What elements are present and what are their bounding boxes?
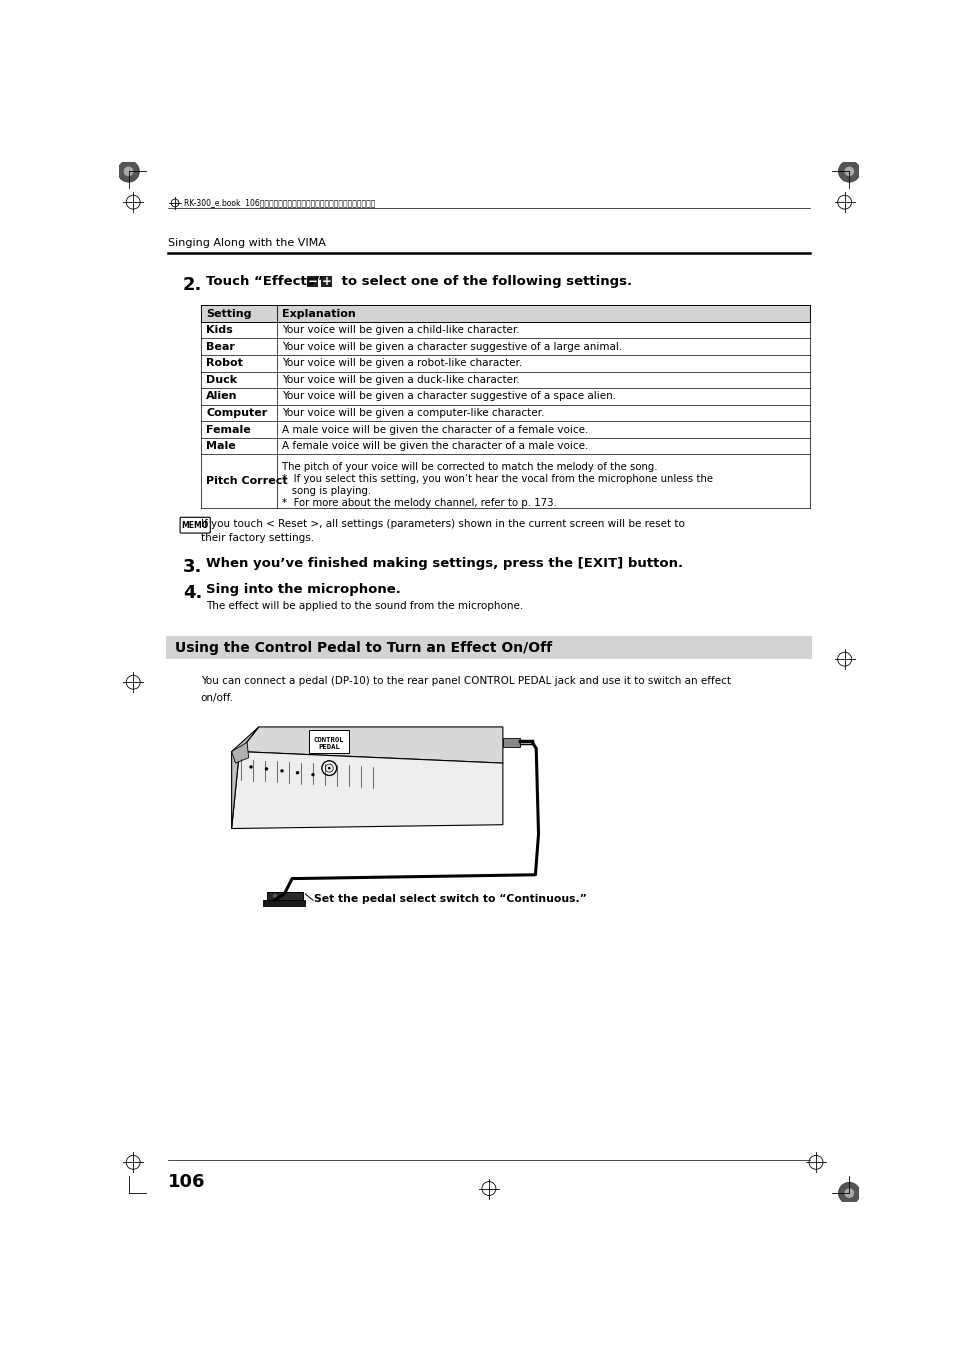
Circle shape <box>321 761 336 775</box>
Circle shape <box>265 767 268 770</box>
Polygon shape <box>266 892 303 900</box>
Text: −: − <box>307 276 317 288</box>
Circle shape <box>272 893 278 898</box>
Polygon shape <box>232 727 258 828</box>
Text: Duck: Duck <box>206 374 237 385</box>
FancyBboxPatch shape <box>200 305 809 322</box>
Text: Singing Along with the VIMA: Singing Along with the VIMA <box>168 238 326 247</box>
Text: Sing into the microphone.: Sing into the microphone. <box>206 582 400 596</box>
Text: 4.: 4. <box>183 584 202 601</box>
Circle shape <box>117 161 139 182</box>
Text: Your voice will be given a character suggestive of a space alien.: Your voice will be given a character sug… <box>282 392 616 401</box>
Circle shape <box>311 773 314 777</box>
Text: Male: Male <box>206 440 235 451</box>
Text: RK-300_e.book  106ページ　２００８年９月１０日　水曜日　午後４時６分: RK-300_e.book 106ページ ２００８年９月１０日 水曜日 午後４時… <box>183 199 375 208</box>
Text: 106: 106 <box>168 1173 205 1192</box>
Text: PEDAL: PEDAL <box>318 744 340 750</box>
Text: Your voice will be given a duck-like character.: Your voice will be given a duck-like cha… <box>282 374 519 385</box>
FancyBboxPatch shape <box>321 276 332 288</box>
Text: to select one of the following settings.: to select one of the following settings. <box>336 276 632 288</box>
Text: Robot: Robot <box>206 358 243 369</box>
Text: Female: Female <box>206 424 251 435</box>
Text: Your voice will be given a robot-like character.: Your voice will be given a robot-like ch… <box>282 358 521 369</box>
Text: *  For more about the melody channel, refer to p. 173.: * For more about the melody channel, ref… <box>282 497 557 508</box>
Circle shape <box>838 1182 860 1204</box>
Text: The pitch of your voice will be corrected to match the melody of the song.: The pitch of your voice will be correcte… <box>282 462 657 471</box>
Text: Touch “Effects”: Touch “Effects” <box>206 276 323 288</box>
Text: 3.: 3. <box>183 558 202 576</box>
FancyBboxPatch shape <box>309 730 349 753</box>
Text: 2.: 2. <box>183 276 202 295</box>
Text: When you’ve finished making settings, press the [EXIT] button.: When you’ve finished making settings, pr… <box>206 557 682 570</box>
Text: A female voice will be given the character of a male voice.: A female voice will be given the charact… <box>282 440 588 451</box>
Circle shape <box>843 166 853 176</box>
Circle shape <box>295 771 299 774</box>
Text: Alien: Alien <box>206 392 237 401</box>
Text: Pitch Correct: Pitch Correct <box>206 477 288 486</box>
Circle shape <box>325 765 333 773</box>
Text: Kids: Kids <box>206 326 233 335</box>
FancyBboxPatch shape <box>180 517 210 534</box>
FancyBboxPatch shape <box>307 276 317 288</box>
Text: You can connect a pedal (DP-10) to the rear panel CONTROL PEDAL jack and use it : You can connect a pedal (DP-10) to the r… <box>200 676 730 686</box>
FancyBboxPatch shape <box>502 738 519 747</box>
Circle shape <box>838 161 860 182</box>
Circle shape <box>843 1189 853 1198</box>
Text: Setting: Setting <box>206 308 252 319</box>
Text: Using the Control Pedal to Turn an Effect On/Off: Using the Control Pedal to Turn an Effec… <box>174 640 552 655</box>
Polygon shape <box>239 727 502 763</box>
Text: Explanation: Explanation <box>282 308 355 319</box>
Text: CONTROL: CONTROL <box>314 736 344 743</box>
Text: song is playing.: song is playing. <box>282 486 371 496</box>
Circle shape <box>249 765 253 769</box>
Text: MEMO: MEMO <box>181 520 209 530</box>
Polygon shape <box>232 742 249 763</box>
Text: Bear: Bear <box>206 342 234 351</box>
Circle shape <box>280 769 283 773</box>
Polygon shape <box>232 751 502 828</box>
Text: Your voice will be given a character suggestive of a large animal.: Your voice will be given a character sug… <box>282 342 621 351</box>
Text: Your voice will be given a computer-like character.: Your voice will be given a computer-like… <box>282 408 544 417</box>
Text: on/off.: on/off. <box>200 693 233 703</box>
Text: If you touch < Reset >, all settings (parameters) shown in the current screen wi: If you touch < Reset >, all settings (pa… <box>200 519 684 543</box>
Text: A male voice will be given the character of a female voice.: A male voice will be given the character… <box>282 424 588 435</box>
Text: Your voice will be given a child-like character.: Your voice will be given a child-like ch… <box>282 326 519 335</box>
Polygon shape <box>262 900 305 907</box>
Text: *  If you select this setting, you won’t hear the vocal from the microphone unle: * If you select this setting, you won’t … <box>282 474 712 484</box>
Circle shape <box>124 166 133 176</box>
Circle shape <box>328 767 331 770</box>
Text: The effect will be applied to the sound from the microphone.: The effect will be applied to the sound … <box>206 601 523 612</box>
Text: +: + <box>321 276 332 288</box>
Text: Computer: Computer <box>206 408 267 417</box>
FancyBboxPatch shape <box>166 636 811 659</box>
Text: Set the pedal select switch to “Continuous.”: Set the pedal select switch to “Continuo… <box>314 893 586 904</box>
